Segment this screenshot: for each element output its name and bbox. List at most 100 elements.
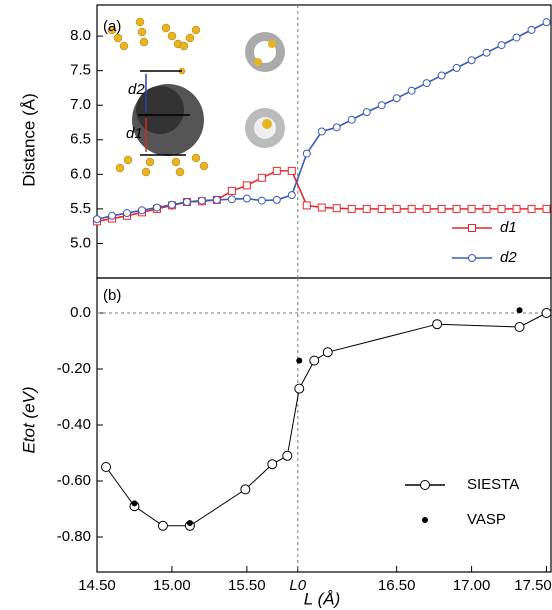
legend-marker [420, 480, 430, 490]
x-tick-label: 17.00 [453, 577, 491, 594]
marker [302, 149, 311, 158]
marker [542, 204, 551, 213]
marker [317, 203, 326, 212]
marker [332, 204, 341, 213]
inset-label: d1 [126, 125, 143, 142]
x-tick-label: 14.50 [78, 577, 116, 594]
y-tick-label: -0.20 [57, 360, 91, 377]
marker [157, 520, 168, 531]
marker [186, 520, 193, 526]
marker [167, 200, 176, 209]
marker [240, 484, 251, 495]
series-line [96, 170, 547, 223]
marker [437, 71, 446, 80]
marker [287, 191, 296, 200]
marker [322, 347, 333, 358]
marker [512, 204, 521, 213]
marker [527, 25, 536, 34]
y-tick-label: 5.5 [70, 200, 91, 217]
panel-label: (a) [103, 18, 121, 35]
marker [267, 459, 278, 470]
marker [302, 201, 311, 210]
marker [527, 204, 536, 213]
marker [452, 63, 461, 72]
marker [227, 186, 236, 195]
marker [212, 195, 221, 204]
marker [131, 500, 138, 507]
marker [287, 166, 296, 175]
marker [407, 86, 416, 95]
panel-label: (b) [103, 287, 121, 304]
marker [422, 204, 431, 213]
marker [137, 206, 146, 215]
marker [272, 195, 281, 204]
y-tick-label: 6.5 [70, 131, 91, 148]
marker [377, 204, 386, 213]
y-tick-label: -0.60 [57, 472, 91, 489]
marker [437, 204, 446, 213]
marker [152, 203, 161, 212]
y-tick-label: 7.5 [70, 62, 91, 79]
marker [512, 33, 521, 42]
marker [93, 215, 101, 224]
y-tick-label: 5.0 [70, 234, 91, 251]
legend-label: SIESTA [467, 476, 519, 493]
y-axis-title: Etot (eV) [19, 386, 38, 453]
x-tick-label: L0 [289, 577, 306, 594]
marker [122, 209, 131, 218]
marker [257, 196, 266, 205]
marker [482, 48, 491, 57]
marker [541, 308, 552, 318]
marker [107, 211, 116, 220]
marker [542, 18, 551, 27]
marker [362, 108, 371, 117]
marker [422, 79, 431, 88]
marker [497, 204, 506, 213]
legend-marker [468, 254, 476, 262]
marker [309, 355, 320, 366]
marker [452, 204, 461, 213]
y-tick-label: -0.80 [57, 528, 91, 545]
legend-label: d2 [500, 249, 517, 266]
marker [482, 204, 491, 213]
x-tick-label: 15.00 [153, 577, 191, 594]
marker [497, 41, 506, 50]
inset-label: d2 [128, 81, 145, 98]
marker [392, 204, 401, 213]
marker [317, 127, 326, 136]
marker [392, 94, 401, 103]
legend-marker [422, 517, 428, 523]
marker [514, 322, 525, 332]
legend-marker [468, 224, 476, 232]
marker [377, 101, 386, 110]
marker [242, 194, 251, 203]
marker [272, 166, 281, 175]
marker [282, 450, 293, 461]
x-tick-label: 16.50 [378, 577, 416, 594]
series-line [105, 312, 547, 527]
marker [467, 204, 476, 213]
y-axis-title: Distance (Å) [19, 93, 38, 187]
y-tick-label: 6.0 [70, 165, 91, 182]
y-tick-label: 7.0 [70, 96, 91, 113]
y-tick-label: 8.0 [70, 27, 91, 44]
marker [347, 115, 356, 124]
marker [516, 307, 523, 314]
marker [296, 357, 303, 364]
marker [182, 197, 191, 206]
y-tick-label: -0.40 [57, 416, 91, 433]
legend-label: VASP [467, 511, 506, 528]
marker [362, 204, 371, 213]
marker [294, 383, 305, 394]
marker [407, 204, 416, 213]
marker [242, 181, 251, 190]
x-tick-label: 17.50 [514, 577, 552, 594]
marker [347, 204, 356, 213]
marker [332, 123, 341, 132]
marker [257, 173, 266, 182]
inset-structure: d2 d1 [107, 17, 285, 177]
marker [100, 462, 111, 472]
legend-label: d1 [500, 219, 517, 236]
marker [467, 56, 476, 65]
